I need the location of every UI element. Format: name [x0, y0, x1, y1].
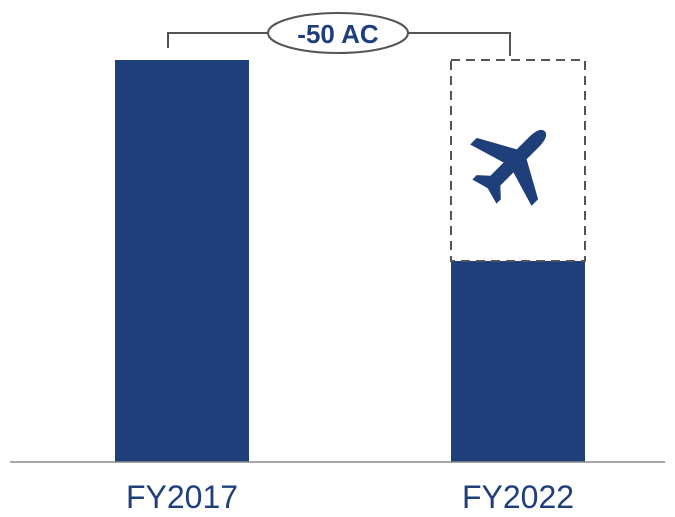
- bars-group: [115, 60, 585, 462]
- airplane-icon: [470, 129, 547, 206]
- bar-fy2022: [451, 261, 585, 462]
- ghost-bar-fy2022: [450, 59, 586, 262]
- x-tick-label-fy2017: FY2017: [126, 479, 238, 515]
- x-tick-label-fy2022: FY2022: [462, 479, 574, 515]
- delta-annotation: -50 AC: [167, 12, 511, 56]
- ghost-bars-group: [450, 59, 586, 262]
- delta-label: -50 AC: [297, 19, 379, 49]
- delta-ellipse: [267, 12, 409, 54]
- bar-fy2017: [115, 60, 249, 462]
- x-axis-labels: FY2017 FY2022: [126, 479, 574, 515]
